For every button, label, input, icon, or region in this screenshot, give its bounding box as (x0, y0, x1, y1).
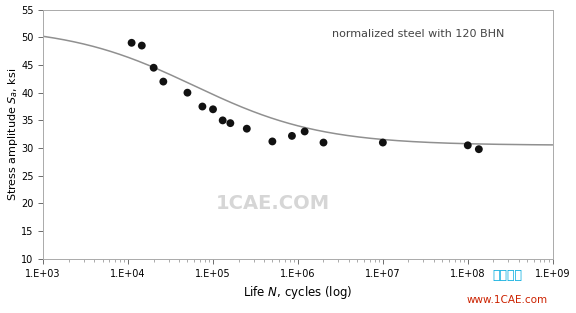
Point (183, 90, 192, 95)
Point (149, 65, 158, 70)
Point (127, 40, 136, 45)
Text: 1CAE.COM: 1CAE.COM (215, 194, 329, 213)
Point (242, 126, 251, 131)
Point (463, 143, 472, 148)
Point (198, 104, 207, 109)
Point (159, 79, 168, 84)
Y-axis label: Stress amplitude $S_a$, ksi: Stress amplitude $S_a$, ksi (6, 68, 20, 201)
Point (300, 129, 309, 134)
Point (378, 140, 388, 145)
Point (287, 133, 297, 138)
Point (209, 107, 218, 112)
X-axis label: Life $N$, cycles (log): Life $N$, cycles (log) (243, 284, 353, 301)
Text: 仿真在线: 仿真在线 (492, 269, 522, 282)
Point (137, 43, 146, 48)
Point (218, 118, 228, 123)
Point (226, 121, 235, 126)
Text: www.1CAE.com: www.1CAE.com (467, 295, 547, 305)
Point (474, 147, 483, 152)
Point (268, 139, 277, 144)
Point (319, 140, 328, 145)
Text: normalized steel with 120 BHN: normalized steel with 120 BHN (332, 29, 504, 39)
